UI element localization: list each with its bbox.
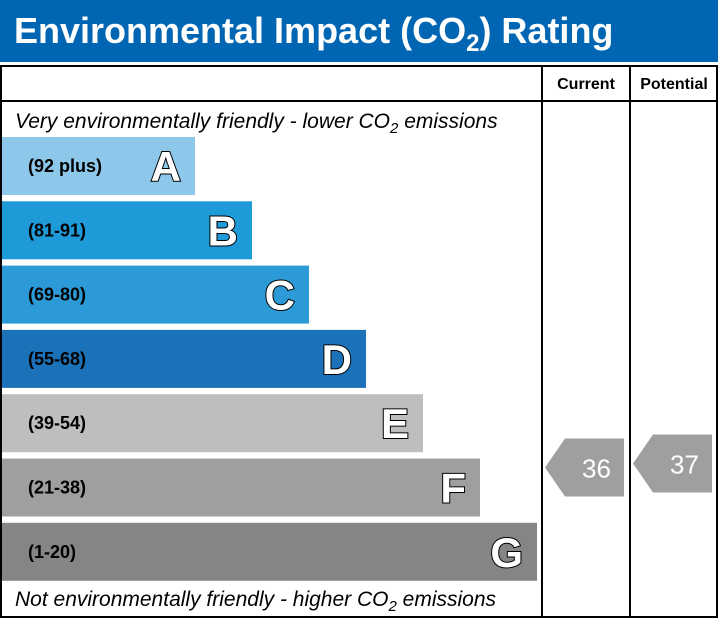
column-header-current: Current — [557, 76, 615, 93]
chart-frame — [0, 65, 718, 618]
current-rating-pointer — [545, 438, 624, 497]
rating-pointers: 36 37 — [545, 434, 712, 497]
band-e-bar — [2, 394, 423, 453]
rating-bands: (92 plus) A (81-91) B (69-80) C (55-68) D (39-54… — [2, 137, 537, 581]
band-g-range: (1-20) — [28, 542, 76, 562]
column-header-potential: Potential — [640, 76, 708, 93]
band-d-range: (55-68) — [28, 349, 86, 369]
band-c-letter: C — [265, 272, 295, 319]
band-b-bar — [2, 201, 252, 260]
band-c-range: (69-80) — [28, 285, 86, 305]
potential-rating-pointer — [633, 434, 712, 493]
potential-rating-value: 37 — [670, 450, 699, 480]
band-a-letter: A — [151, 143, 181, 190]
chart-title: Environmental Impact (CO2) Rating — [14, 10, 613, 57]
band-d-bar — [2, 329, 366, 388]
band-b-letter: B — [208, 207, 238, 254]
top-note: Very environmentally friendly - lower CO… — [15, 110, 498, 137]
band-g-bar — [2, 522, 537, 581]
band-f-letter: F — [440, 465, 466, 512]
header-banner — [0, 0, 718, 62]
band-b-range: (81-91) — [28, 220, 86, 240]
band-e-letter: E — [381, 400, 409, 447]
band-d-letter: D — [322, 336, 352, 383]
band-f-bar — [2, 458, 480, 517]
band-g-letter: G — [490, 529, 523, 576]
bottom-note: Not environmentally friendly - higher CO… — [15, 588, 497, 615]
band-f-range: (21-38) — [28, 478, 86, 498]
band-a-range: (92 plus) — [28, 156, 102, 176]
band-a-bar — [2, 137, 195, 195]
band-e-range: (39-54) — [28, 413, 86, 433]
band-c-bar — [2, 265, 309, 324]
current-rating-value: 36 — [582, 454, 611, 484]
